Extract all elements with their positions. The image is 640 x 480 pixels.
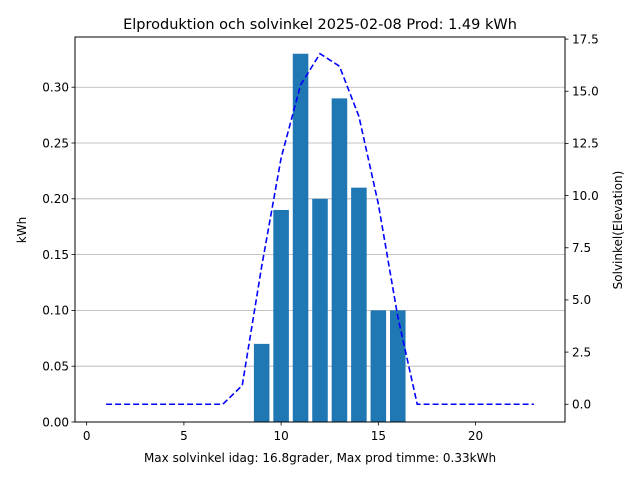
bar [273, 209, 289, 422]
y-axis-ticks: 0.00 0.05 0.10 0.15 0.20 0.25 0.30 [42, 81, 75, 429]
bar [390, 310, 406, 422]
x-tick-label: 10 [273, 429, 288, 443]
y-tick-label: 0.15 [42, 248, 69, 262]
y-axis-label: kWh [15, 217, 29, 243]
y2-tick-label: 5.0 [572, 293, 591, 307]
x-axis-ticks: 0 5 10 15 20 [83, 422, 483, 443]
y2-tick-label: 2.5 [572, 345, 591, 359]
y-tick-label: 0.00 [42, 415, 69, 429]
plot-frame [74, 36, 566, 423]
x-tick-label: 15 [371, 429, 386, 443]
bar-series [253, 53, 406, 423]
x-tick-label: 0 [83, 429, 91, 443]
y2-axis-ticks: 0.0 2.5 5.0 7.5 10.0 12.5 15.0 17.5 [565, 32, 599, 412]
y2-axis-label: Solvinkel(Elevation) [611, 171, 625, 290]
y-tick-label: 0.25 [42, 136, 69, 150]
y-tick-label: 0.20 [42, 192, 69, 206]
y2-tick-label: 15.0 [572, 85, 599, 99]
bar [370, 310, 387, 422]
x-tick-label: 20 [468, 429, 483, 443]
solvinkel-line [106, 52, 534, 406]
y-tick-label: 0.10 [42, 304, 69, 318]
y2-tick-label: 17.5 [572, 32, 599, 46]
line-series [106, 52, 534, 406]
y2-tick-label: 10.0 [572, 189, 599, 203]
y-tick-label: 0.30 [42, 81, 69, 95]
bar [331, 98, 348, 423]
x-axis-label: Max solvinkel idag: 16.8grader, Max prod… [144, 451, 496, 465]
bar [351, 187, 367, 422]
chart-title: Elproduktion och solvinkel 2025-02-08 Pr… [123, 17, 517, 33]
y-tick-label: 0.05 [42, 360, 69, 374]
x-tick-label: 5 [180, 429, 188, 443]
bar [253, 343, 270, 422]
y2-tick-label: 0.0 [572, 398, 591, 412]
y2-tick-label: 7.5 [572, 241, 591, 255]
bar [292, 53, 309, 422]
bar [312, 198, 328, 422]
y2-tick-label: 12.5 [572, 137, 599, 151]
